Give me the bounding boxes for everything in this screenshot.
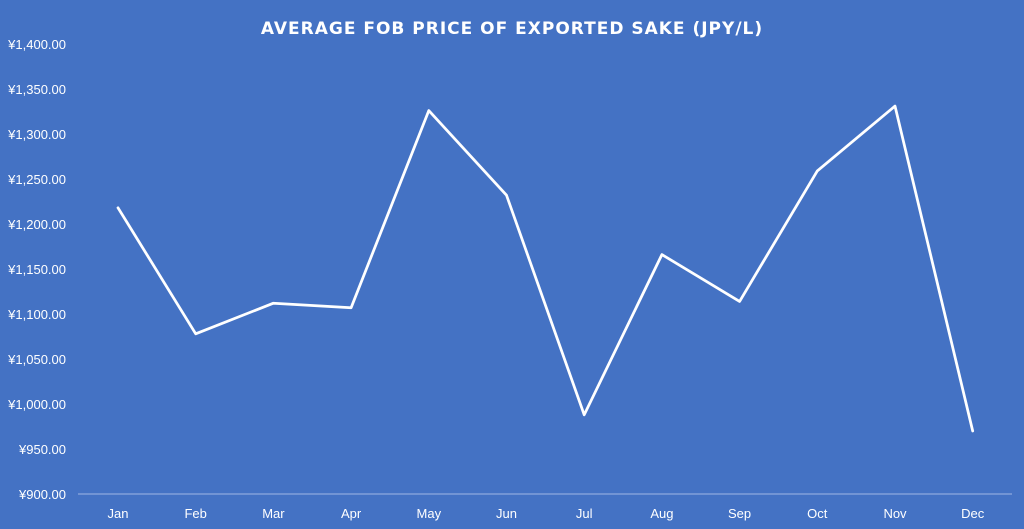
x-tick-label: Nov xyxy=(883,506,907,521)
chart-title: AVERAGE FOB PRICE OF EXPORTED SAKE (JPY/… xyxy=(260,19,764,39)
x-tick-label: Sep xyxy=(728,506,751,521)
y-tick-label: ¥1,200.00 xyxy=(7,217,66,232)
x-tick-label: Dec xyxy=(961,506,985,521)
x-tick-label: Apr xyxy=(341,506,362,521)
x-tick-label: Mar xyxy=(262,506,285,521)
y-tick-label: ¥1,350.00 xyxy=(7,82,66,97)
x-tick-label: Jun xyxy=(496,506,517,521)
x-tick-label: Jan xyxy=(108,506,129,521)
y-tick-label: ¥1,100.00 xyxy=(7,307,66,322)
y-tick-label: ¥1,250.00 xyxy=(7,172,66,187)
y-tick-label: ¥1,300.00 xyxy=(7,127,66,142)
y-tick-label: ¥1,150.00 xyxy=(7,262,66,277)
x-tick-label: Aug xyxy=(650,506,673,521)
y-tick-label: ¥900.00 xyxy=(18,487,66,502)
y-tick-label: ¥1,400.00 xyxy=(7,37,66,52)
y-tick-label: ¥950.00 xyxy=(18,442,66,457)
y-tick-label: ¥1,000.00 xyxy=(7,397,66,412)
y-tick-label: ¥1,050.00 xyxy=(7,352,66,367)
series-line xyxy=(116,104,975,433)
x-tick-label: Feb xyxy=(184,506,206,521)
x-tick-label: May xyxy=(417,506,442,521)
x-tick-label: Oct xyxy=(807,506,828,521)
x-tick-label: Jul xyxy=(576,506,593,521)
